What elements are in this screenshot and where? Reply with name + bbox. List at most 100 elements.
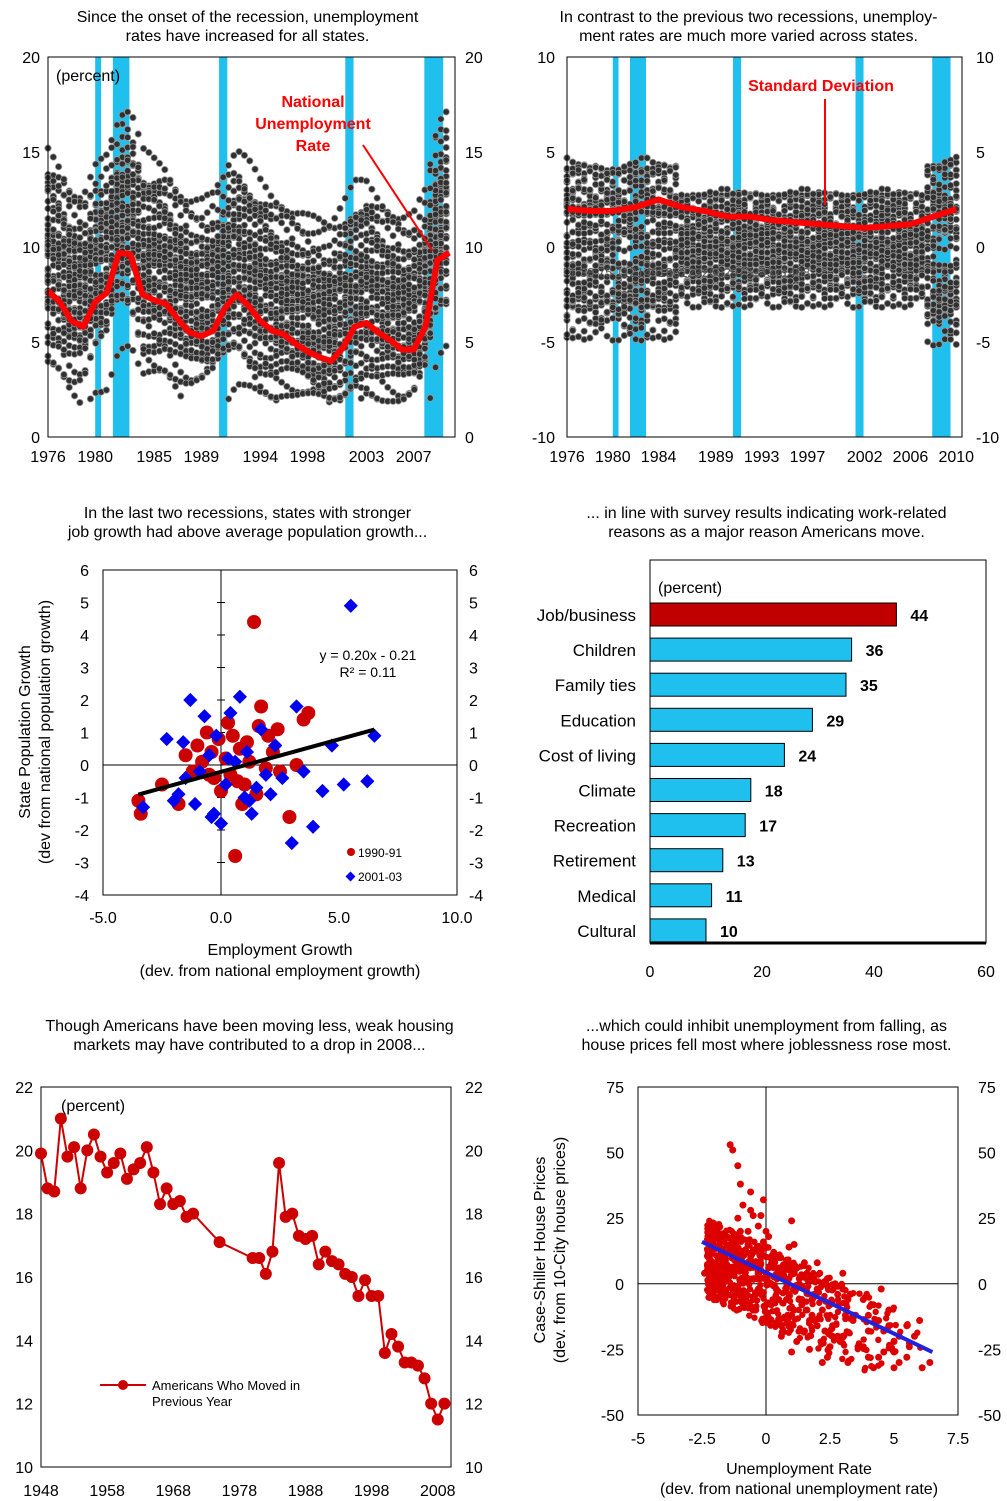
chart-panel-dispersion: In contrast to the previous two recessio…: [503, 0, 1006, 500]
data-point: [734, 1162, 742, 1170]
data-point: [726, 1141, 734, 1149]
data-point: [859, 1343, 867, 1351]
data-point: [870, 1301, 878, 1309]
y-tick-label-right: 10: [465, 1460, 483, 1477]
movers-point: [372, 1290, 385, 1302]
data-point: [903, 1322, 911, 1330]
movers-point: [35, 1147, 47, 1160]
y-axis-label: (dev from national population growth): [37, 600, 54, 864]
x-tick-label: 2002: [847, 449, 883, 466]
equation-label: y = 0.20x - 0.21: [320, 647, 417, 663]
movers-point: [61, 1150, 74, 1163]
movers-point: [107, 1157, 120, 1169]
data-point: [834, 1290, 842, 1298]
chart-panel-pop-vs-job: In the last two recessions, states with …: [0, 500, 503, 1000]
data-point: [736, 1180, 744, 1188]
point-2001-03: [296, 764, 311, 779]
data-point: [772, 1285, 780, 1293]
x-tick-label: 1980: [595, 449, 631, 466]
plot-frame: [40, 1086, 452, 1468]
point-1990-91: [190, 738, 205, 753]
data-point: [757, 1212, 765, 1220]
data-point: [793, 1264, 801, 1272]
y-tick-label-left: 25: [606, 1211, 624, 1228]
data-point: [813, 1322, 821, 1330]
point-2001-03: [204, 809, 219, 825]
data-label: 35: [860, 678, 878, 695]
data-point: [829, 1322, 837, 1330]
data-point: [775, 1296, 783, 1304]
x-tick-label: -2.5: [688, 1431, 716, 1448]
y-tick-label-left: -50: [601, 1408, 624, 1425]
y-tick-label-left: 15: [22, 145, 40, 162]
point-2001-03: [221, 751, 236, 766]
y-tick-label-right: 3: [469, 661, 478, 678]
y-tick-label-right: 6: [469, 563, 478, 580]
data-point: [770, 1248, 778, 1256]
data-point: [759, 1196, 767, 1204]
x-tick-label: 1968: [155, 1483, 191, 1500]
bar: [649, 813, 746, 838]
chart-panel-movers: Though Americans have been moving less, …: [0, 1000, 503, 1500]
y-tick-label-left: 5: [546, 145, 555, 162]
plot-frame: [566, 56, 963, 438]
point-2001-03: [232, 689, 247, 704]
chart-caption: Since the onset of the recession, unempl…: [0, 8, 499, 46]
y-tick-label-right: 5: [465, 335, 474, 352]
point-2001-03: [305, 819, 321, 834]
unemployment-chart: 0 0 5 5 10 10 15 15 20 20 1976 1980 1985 1989 1994 1998…: [22, 50, 483, 466]
movers-point: [438, 1397, 451, 1410]
movers-point: [160, 1182, 173, 1195]
bar: [649, 602, 897, 627]
data-label: 10: [720, 924, 738, 941]
bar: [649, 883, 713, 908]
bar: [649, 848, 724, 873]
movers-point: [312, 1258, 325, 1271]
data-point: [885, 1322, 893, 1330]
y-tick-label-right: 20: [465, 1143, 483, 1160]
x-tick-label: 0: [646, 964, 655, 981]
data-point: [724, 1267, 732, 1275]
plot-frame: [637, 1086, 959, 1416]
data-point: [844, 1359, 852, 1367]
data-point: [834, 1332, 842, 1340]
x-tick-label: 1988: [288, 1483, 324, 1500]
movers-point: [418, 1372, 431, 1385]
data-label: 24: [798, 748, 816, 765]
x-tick-label: 1958: [89, 1483, 125, 1500]
data-point: [806, 1317, 814, 1325]
data-label: 18: [765, 784, 783, 801]
y-tick-label-right: 0: [978, 1277, 987, 1294]
y-tick-label-right: 50: [978, 1146, 996, 1163]
point-1990-91: [178, 748, 193, 763]
point-2001-03: [239, 744, 255, 760]
y-tick-label-right: -5: [976, 335, 990, 352]
data-point: [808, 1296, 816, 1304]
chart-caption: In contrast to the previous two recessio…: [497, 8, 1000, 46]
y-tick-label-left: 75: [606, 1080, 624, 1097]
data-point: [816, 1269, 824, 1277]
y-tick-label-right: 1: [469, 726, 478, 743]
y-tick-label-right: -1: [469, 791, 483, 808]
y-tick-label-left: 0: [31, 430, 40, 447]
caption-line: ment rates are much more varied across s…: [579, 28, 918, 45]
data-point: [788, 1217, 796, 1225]
x-tick-label: 2.5: [819, 1431, 841, 1448]
y-tick-label-left: 2: [80, 693, 89, 710]
y-tick-label-left: 6: [80, 563, 89, 580]
data-point: [846, 1290, 854, 1298]
movers-point: [154, 1198, 167, 1211]
data-point: [716, 1285, 724, 1293]
data-point: [864, 1353, 872, 1361]
data-point: [747, 1206, 755, 1214]
house-prices-chart: -50 -50 -25 -25 0 0 25 25 50 50 75 75 -5 -2.5 0 2.5 5 7.5…: [532, 1080, 1001, 1498]
y-tick-label-right: 12: [465, 1397, 483, 1414]
data-point: [782, 1296, 790, 1304]
data-point: [749, 1248, 757, 1256]
point-2001-03: [187, 796, 203, 812]
data-point: [885, 1306, 893, 1314]
point-2001-03: [183, 692, 198, 708]
legend-label: Americans Who Moved in: [152, 1378, 300, 1393]
movers-point: [140, 1141, 153, 1154]
legend-label-1990-91: 1990-91: [358, 846, 402, 860]
